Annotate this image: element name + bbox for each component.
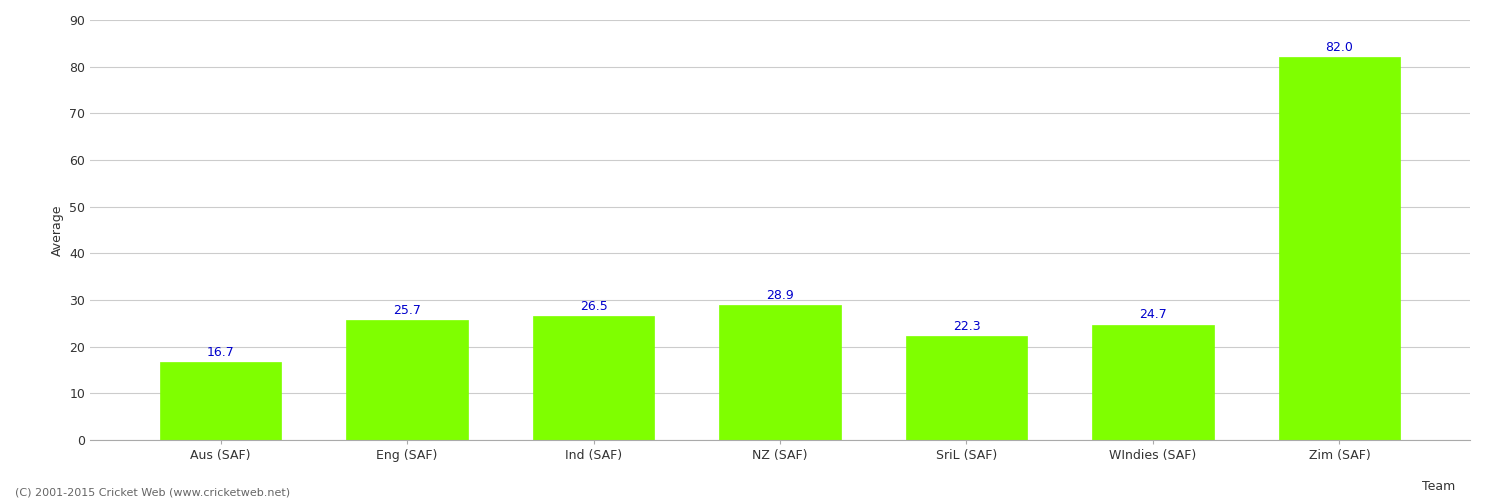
Text: (C) 2001-2015 Cricket Web (www.cricketweb.net): (C) 2001-2015 Cricket Web (www.cricketwe…: [15, 488, 290, 498]
Text: 24.7: 24.7: [1138, 308, 1167, 322]
Text: 22.3: 22.3: [952, 320, 981, 332]
Text: 82.0: 82.0: [1326, 41, 1353, 54]
Text: 16.7: 16.7: [207, 346, 234, 359]
Bar: [532, 316, 654, 440]
Bar: [1092, 324, 1214, 440]
Text: 25.7: 25.7: [393, 304, 422, 317]
Y-axis label: Average: Average: [51, 204, 63, 256]
Bar: [720, 305, 840, 440]
Bar: [346, 320, 468, 440]
Text: 28.9: 28.9: [766, 289, 794, 302]
Bar: [1280, 58, 1400, 440]
Bar: [906, 336, 1028, 440]
Bar: [160, 362, 280, 440]
Text: Team: Team: [1422, 480, 1455, 493]
Text: 26.5: 26.5: [579, 300, 608, 313]
